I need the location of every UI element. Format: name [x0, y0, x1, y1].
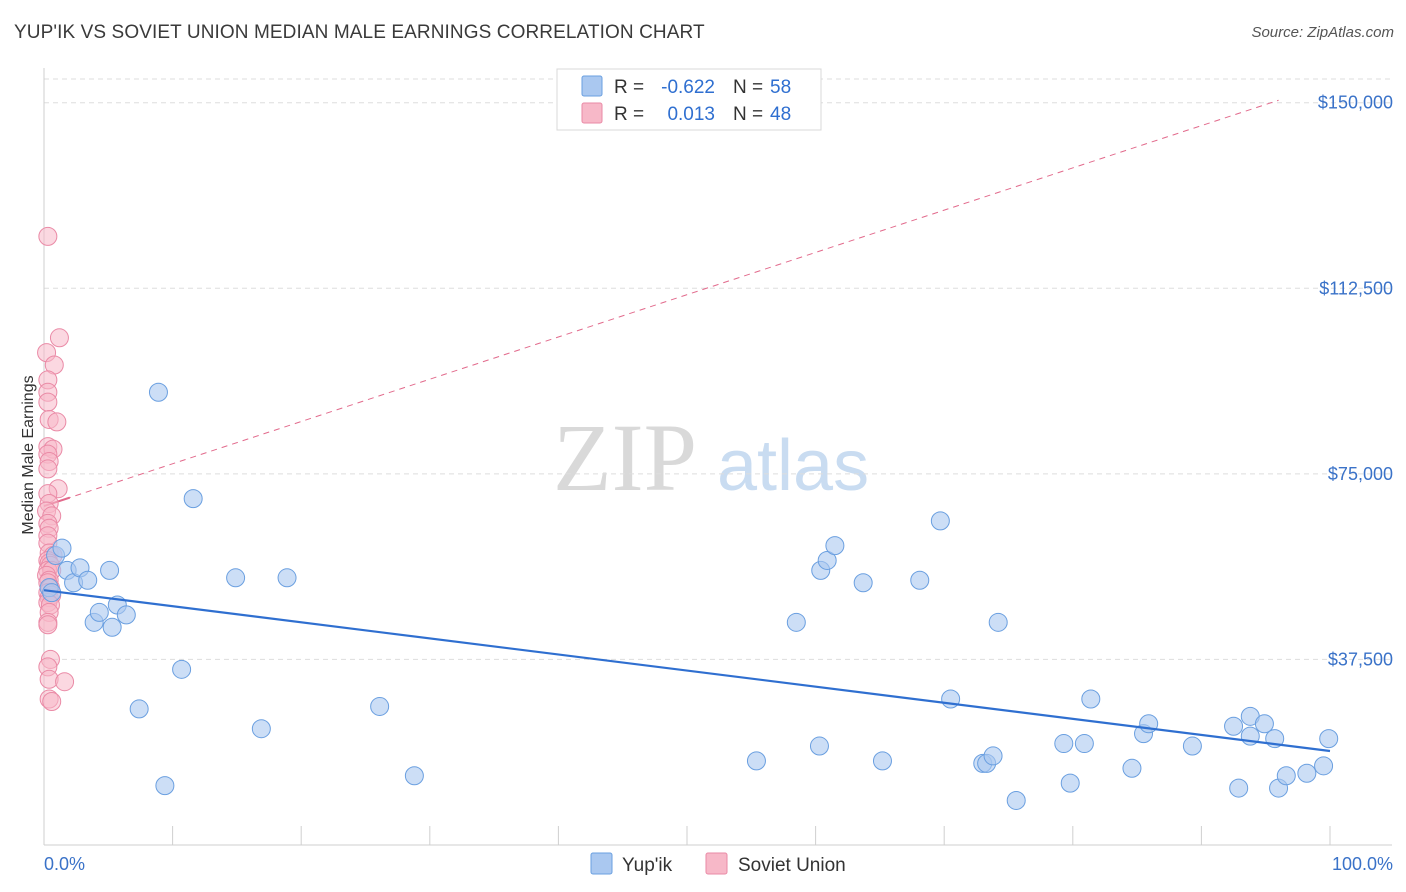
point-yupik — [930, 511, 950, 531]
legend-top: R = -0.622 N = 58 R = 0.013 N = 48 — [556, 68, 822, 131]
point-yupik — [172, 659, 192, 679]
x-tick-label-end: 100.0% — [1332, 854, 1393, 874]
legend-bottom-swatch-soviet — [705, 852, 728, 875]
point-yupik — [116, 605, 136, 625]
y-tick-label: $150,000 — [1318, 93, 1393, 113]
point-yupik — [148, 382, 168, 402]
x-ticks — [172, 826, 1331, 845]
legend-n-value-1: 58 — [770, 77, 791, 98]
point-yupik — [1182, 736, 1202, 756]
y-tick-label: $75,000 — [1328, 464, 1393, 484]
point-yupik — [89, 602, 109, 622]
point-soviet-union — [38, 459, 58, 479]
point-yupik — [404, 766, 424, 786]
point-yupik — [786, 612, 806, 632]
point-yupik — [100, 560, 120, 580]
point-yupik — [1314, 756, 1334, 776]
point-yupik — [872, 751, 892, 771]
y-tick-label: $112,500 — [1319, 278, 1393, 298]
point-soviet-union — [42, 691, 62, 711]
point-yupik — [1254, 714, 1274, 734]
point-yupik — [277, 568, 297, 588]
point-yupik — [1060, 773, 1080, 793]
point-yupik — [1006, 790, 1026, 810]
point-soviet-union — [49, 328, 69, 348]
point-yupik — [1229, 778, 1249, 798]
legend-r-label-1: R = — [614, 77, 644, 98]
legend-r-value-2: 0.013 — [667, 104, 715, 125]
point-soviet-union — [55, 672, 75, 692]
point-yupik — [988, 612, 1008, 632]
trend-yupik — [43, 589, 1331, 753]
chart-title: YUP'IK VS SOVIET UNION MEDIAN MALE EARNI… — [14, 22, 705, 43]
legend-n-label-2: N = — [733, 104, 763, 125]
points-yupik — [39, 382, 1339, 810]
legend-n-value-2: 48 — [770, 104, 791, 125]
y-tick-label: $37,500 — [1328, 649, 1393, 669]
legend-r-value-1: -0.622 — [661, 77, 715, 98]
point-yupik — [370, 696, 390, 716]
legend-r-label-2: R = — [614, 104, 644, 125]
legend-bottom-label-yupik: Yup'ik — [622, 855, 673, 876]
x-tick-label-start: 0.0% — [44, 854, 85, 874]
point-yupik — [78, 570, 98, 590]
watermark-atlas: atlas — [717, 426, 869, 506]
point-soviet-union — [38, 392, 58, 412]
point-yupik — [1074, 734, 1094, 754]
point-yupik — [1054, 734, 1074, 754]
point-yupik — [102, 617, 122, 637]
legend-bottom-swatch-yupik — [590, 852, 613, 875]
point-yupik — [1224, 716, 1244, 736]
point-yupik — [155, 776, 175, 796]
point-yupik — [825, 536, 845, 556]
point-yupik — [746, 751, 766, 771]
point-yupik — [983, 746, 1003, 766]
point-soviet-union — [38, 226, 58, 246]
legend-swatch-yupik — [581, 75, 603, 97]
points-soviet-union — [37, 226, 75, 711]
point-yupik — [910, 570, 930, 590]
point-yupik — [129, 699, 149, 719]
legend-bottom: Yup'ik Soviet Union — [590, 852, 846, 876]
legend-bottom-label-soviet: Soviet Union — [738, 855, 846, 876]
source-label: Source: ZipAtlas.com — [1251, 24, 1394, 41]
point-yupik — [1276, 766, 1296, 786]
point-soviet-union — [47, 412, 67, 432]
legend-swatch-soviet — [581, 102, 603, 124]
point-yupik — [1122, 758, 1142, 778]
point-yupik — [1319, 729, 1339, 749]
point-yupik — [853, 573, 873, 593]
trend-line-soviet-union — [43, 99, 1279, 507]
trend-line-yupik — [43, 589, 1331, 753]
point-yupik — [1297, 763, 1317, 783]
point-yupik — [809, 736, 829, 756]
point-yupik — [817, 550, 837, 570]
point-yupik — [183, 489, 203, 509]
point-yupik — [251, 719, 271, 739]
legend-n-label-1: N = — [733, 77, 763, 98]
y-tick-labels: $37,500 $75,000 $112,500 $150,000 — [1318, 93, 1393, 670]
point-yupik — [52, 538, 72, 558]
point-yupik — [226, 568, 246, 588]
point-yupik — [1081, 689, 1101, 709]
grid-lines — [44, 78, 1392, 660]
point-soviet-union — [38, 615, 58, 635]
watermark-zip: ZIP — [553, 404, 697, 511]
y-axis-label: Median Male Earnings — [20, 375, 37, 534]
